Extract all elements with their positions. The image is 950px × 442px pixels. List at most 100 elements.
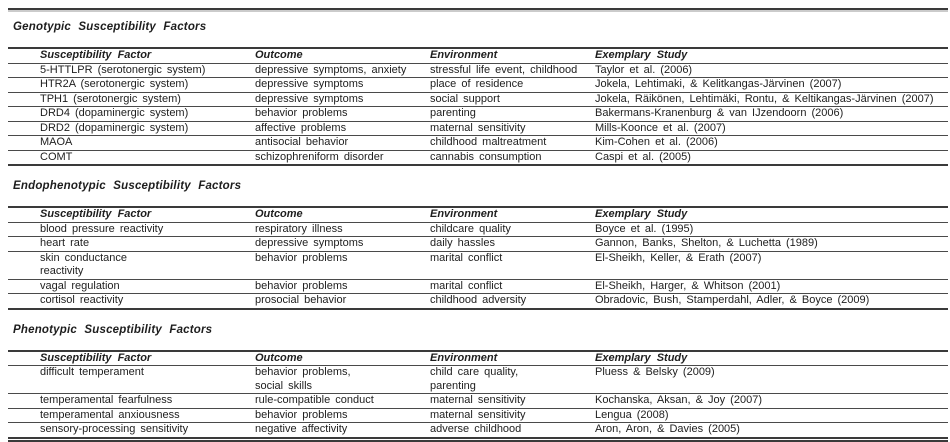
table-cell: behavior problems	[255, 251, 430, 280]
table-row: temperamental fearfulness rule-compatible…	[8, 393, 948, 409]
table-cell: daily hassles	[430, 236, 595, 252]
table-cell: behavior problems, social skills	[255, 365, 430, 394]
table-cell: negative affectivity	[255, 422, 430, 440]
factor-table: Susceptibility Factor Outcome Environment E…	[8, 47, 948, 166]
table-header-row: Susceptibility Factor Outcome Environment E…	[8, 48, 948, 64]
top-rule	[8, 8, 948, 10]
column-header: Exemplary Study	[595, 207, 948, 223]
table-cell: depressive symptoms	[255, 77, 430, 93]
table-cell: behavior problems	[255, 279, 430, 294]
table-cell: heart rate	[8, 236, 255, 252]
table-cell: MAOA	[8, 135, 255, 151]
table-cell: child care quality, parenting	[430, 365, 595, 394]
table-cell: Pluess & Belsky (2009)	[595, 365, 948, 394]
section-heading: Phenotypic Susceptibility Factors	[13, 323, 213, 336]
table-cell: depressive symptoms	[255, 92, 430, 107]
table-row: cortisol reactivity prosocial behavior chi…	[8, 293, 948, 309]
table-row: blood pressure reactivity respiratory ill…	[8, 222, 948, 237]
table-cell: El-Sheikh, Keller, & Erath (2007)	[595, 251, 948, 280]
table-cell: Lengua (2008)	[595, 408, 948, 423]
section-heading: Endophenotypic Susceptibility Factors	[13, 180, 242, 192]
table-cell: social support	[430, 92, 595, 107]
table-row: DRD2 (dopaminergic system) affective prob…	[8, 121, 948, 136]
table-cell: Kochanska, Aksan, & Joy (2007)	[595, 393, 948, 409]
table-cell: marital conflict	[430, 251, 595, 280]
column-header: Environment	[430, 207, 595, 223]
table-row: vagal regulation behavior problems marital…	[8, 279, 948, 294]
table-cell: maternal sensitivity	[430, 408, 595, 423]
table-header-row: Susceptibility Factor Outcome Environment E…	[8, 207, 948, 223]
table-cell: difficult temperament	[8, 365, 255, 394]
column-header: Environment	[430, 350, 595, 366]
table-cell: Taylor et al. (2006)	[595, 63, 948, 78]
table-cell: place of residence	[430, 77, 595, 93]
table-cell: marital conflict	[430, 279, 595, 294]
table-row: HTR2A (serotonergic system) depressive sy…	[8, 77, 948, 93]
table-cell: Caspi et al. (2005)	[595, 150, 948, 166]
table-cell: skin conductance reactivity	[8, 251, 255, 280]
table-row: COMT schizophreniform disorder cannabis co…	[8, 150, 948, 166]
column-header: Susceptibility Factor	[8, 207, 255, 223]
table-row: heart rate depressive symptoms daily hassl…	[8, 236, 948, 252]
table-cell: cortisol reactivity	[8, 293, 255, 309]
table-cell: maternal sensitivity	[430, 121, 595, 136]
table-cell: antisocial behavior	[255, 135, 430, 151]
table-cell: temperamental anxiousness	[8, 408, 255, 423]
table-cell: behavior problems	[255, 106, 430, 122]
table-cell: stressful life event, childhood	[430, 63, 595, 78]
table-cell: temperamental fearfulness	[8, 393, 255, 409]
table-row: sensory-processing sensitivity negative a…	[8, 422, 948, 440]
column-header: Susceptibility Factor	[8, 48, 255, 64]
table-cell: adverse childhood	[430, 422, 595, 440]
table-row: DRD4 (dopaminergic system) behavior probl…	[8, 106, 948, 122]
column-header: Outcome	[255, 48, 430, 64]
table-cell: parenting	[430, 106, 595, 122]
factor-section: Genotypic Susceptibility Factors Suscept…	[0, 21, 950, 166]
table-cell: Jokela, Räikönen, Lehtimäki, Rontu, & Ke…	[595, 92, 948, 107]
factor-table: Susceptibility Factor Outcome Environment E…	[8, 349, 948, 442]
table-cell: HTR2A (serotonergic system)	[8, 77, 255, 93]
table-row: MAOA antisocial behavior childhood maltrea…	[8, 135, 948, 151]
table-cell: depressive symptoms	[255, 236, 430, 252]
column-header: Exemplary Study	[595, 350, 948, 366]
table-row: 5-HTTLPR (serotonergic system) depressive…	[8, 63, 948, 78]
table-cell: behavior problems	[255, 408, 430, 423]
table-cell: childhood maltreatment	[430, 135, 595, 151]
table-cell: rule-compatible conduct	[255, 393, 430, 409]
table-cell: sensory-processing sensitivity	[8, 422, 255, 440]
table-cell: Jokela, Lehtimaki, & Kelitkangas-Järvine…	[595, 77, 948, 93]
factor-section: Phenotypic Susceptibility Factors Suscep…	[0, 323, 950, 442]
table-cell: Mills-Koonce et al. (2007)	[595, 121, 948, 136]
table-cell: Obradovic, Bush, Stamperdahl, Adler, & B…	[595, 293, 948, 309]
table-cell: TPH1 (serotonergic system)	[8, 92, 255, 107]
column-header: Outcome	[255, 207, 430, 223]
table-row: TPH1 (serotonergic system) depressive sym…	[8, 92, 948, 107]
factor-table: Susceptibility Factor Outcome Environment E…	[8, 206, 948, 310]
table-row: skin conductance reactivity behavior prob…	[8, 251, 948, 280]
table-cell: affective problems	[255, 121, 430, 136]
paper-table-page: Genotypic Susceptibility Factors Suscept…	[0, 8, 950, 442]
column-header: Exemplary Study	[595, 48, 948, 64]
table-cell: prosocial behavior	[255, 293, 430, 309]
table-cell: blood pressure reactivity	[8, 222, 255, 237]
column-header: Environment	[430, 48, 595, 64]
table-cell: COMT	[8, 150, 255, 166]
table-cell: Aron, Aron, & Davies (2005)	[595, 422, 948, 440]
column-header: Susceptibility Factor	[8, 350, 255, 366]
table-cell: DRD4 (dopaminergic system)	[8, 106, 255, 122]
table-header-row: Susceptibility Factor Outcome Environment E…	[8, 350, 948, 366]
table-cell: DRD2 (dopaminergic system)	[8, 121, 255, 136]
table-cell: Bakermans-Kranenburg & van IJzendoorn (2…	[595, 106, 948, 122]
table-cell: 5-HTTLPR (serotonergic system)	[8, 63, 255, 78]
table-cell: El-Sheikh, Harger, & Whitson (2001)	[595, 279, 948, 294]
table-row: difficult temperament behavior problems, …	[8, 365, 948, 394]
column-header: Outcome	[255, 350, 430, 366]
table-cell: schizophreniform disorder	[255, 150, 430, 166]
section-heading: Genotypic Susceptibility Factors	[13, 21, 207, 33]
table-cell: childhood adversity	[430, 293, 595, 309]
table-row: temperamental anxiousness behavior proble…	[8, 408, 948, 423]
table-cell: Gannon, Banks, Shelton, & Luchetta (1989…	[595, 236, 948, 252]
table-cell: childcare quality	[430, 222, 595, 237]
factor-section: Endophenotypic Susceptibility Factors Su…	[0, 180, 950, 310]
table-cell: cannabis consumption	[430, 150, 595, 166]
